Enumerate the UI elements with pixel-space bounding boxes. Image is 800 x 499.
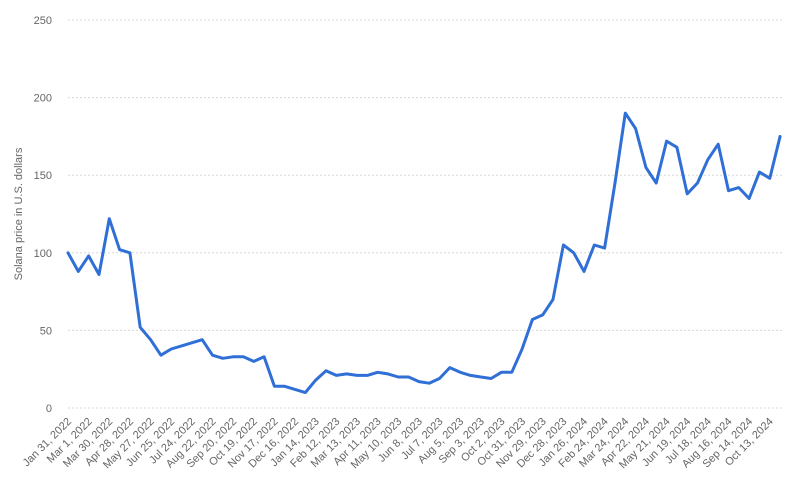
y-tick-label: 150 (34, 170, 52, 182)
y-axis-label: Solana price in U.S. dollars (13, 147, 25, 280)
y-tick-label: 50 (40, 325, 52, 337)
y-tick-label: 0 (46, 403, 52, 415)
y-tick-label: 250 (34, 15, 52, 27)
y-tick-label: 100 (34, 248, 52, 260)
y-tick-label: 200 (34, 93, 52, 105)
price-line (66, 111, 782, 394)
